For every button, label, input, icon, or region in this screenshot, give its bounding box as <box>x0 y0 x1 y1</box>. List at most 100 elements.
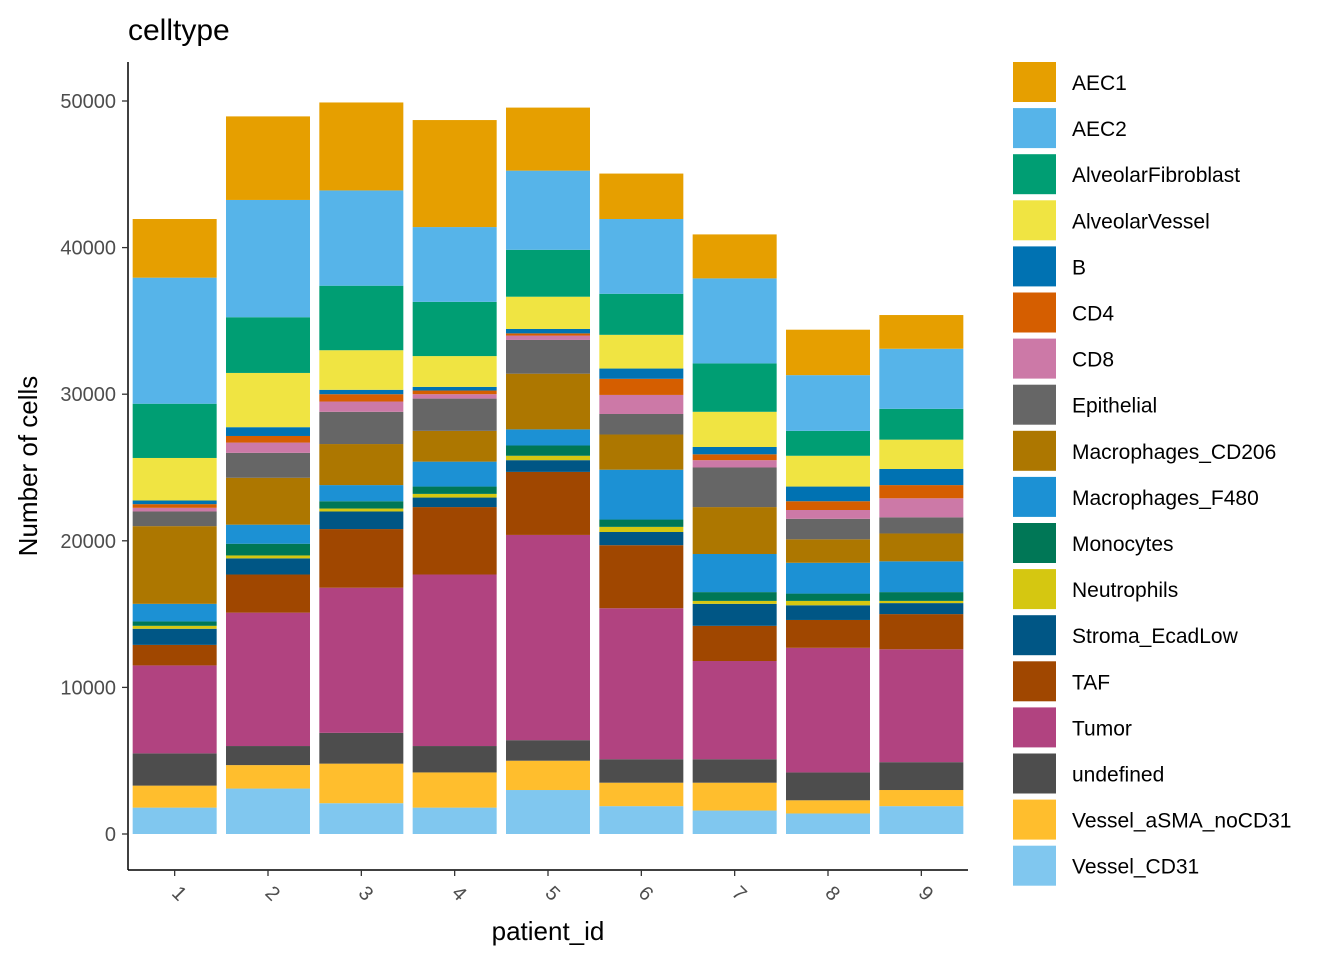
bar-segment-cd4-3 <box>319 394 404 402</box>
bar-segment-macrophages-cd206-1 <box>132 526 217 604</box>
bar-segment-tumor-8 <box>786 647 870 773</box>
bar-segment-vessel-asma-nocd31-4 <box>412 772 497 808</box>
legend-label: Tumor <box>1072 717 1132 740</box>
bar-segment-taf-4 <box>412 507 497 575</box>
bar-segment-macrophages-f480-9 <box>879 561 964 593</box>
x-tick-label: 8 <box>821 882 844 905</box>
legend-key-vessel-cd31 <box>1013 845 1056 886</box>
bar-segment-stroma-ecadlow-9 <box>879 603 964 615</box>
bar-segment-stroma-ecadlow-5 <box>506 460 590 472</box>
bar-segment-undefined-7 <box>692 759 777 783</box>
bar-segment-alveolarvessel-1 <box>132 457 217 501</box>
bar-segment-vessel-asma-nocd31-9 <box>879 790 964 807</box>
bar-segment-cd8-3 <box>319 401 404 412</box>
bar-segment-cd4-9 <box>879 485 964 499</box>
legend-key-cd8 <box>1013 338 1056 379</box>
y-tick-label: 20000 <box>60 531 116 553</box>
bar-segment-tumor-7 <box>692 661 777 760</box>
bar-segment-tumor-6 <box>599 608 684 760</box>
bar-segment-macrophages-cd206-9 <box>879 533 964 562</box>
bar-segment-tumor-4 <box>412 574 497 747</box>
legend-label: Epithelial <box>1072 395 1157 418</box>
bar-segment-cd4-6 <box>599 378 684 395</box>
x-tick-label: 5 <box>541 882 564 905</box>
bar-segment-aec2-7 <box>692 278 777 364</box>
bar-segment-stroma-ecadlow-3 <box>319 511 404 530</box>
bar-segment-b-2 <box>226 427 310 436</box>
bar-segment-undefined-3 <box>319 732 404 764</box>
bar-segment-b-3 <box>319 389 404 395</box>
bar-segment-stroma-ecadlow-1 <box>132 628 217 645</box>
bar-segment-macrophages-cd206-6 <box>599 434 684 470</box>
bar-segment-aec1-7 <box>692 234 777 279</box>
legend-label: Neutrophils <box>1072 579 1178 602</box>
bar-segment-epithelial-6 <box>599 413 684 435</box>
bar-segment-epithelial-1 <box>132 511 217 527</box>
bar-segment-alveolarvessel-7 <box>692 411 777 447</box>
legend-label: AlveolarVessel <box>1072 210 1210 233</box>
bar-segment-monocytes-6 <box>599 519 684 527</box>
bar-segment-aec1-1 <box>132 219 217 278</box>
x-tick-label: 9 <box>914 882 937 905</box>
bar-segment-taf-8 <box>786 619 870 648</box>
bar-segment-macrophages-f480-8 <box>786 562 870 594</box>
bar-segment-alveolarfibroblast-6 <box>599 293 684 335</box>
x-tick-label: 7 <box>727 882 750 905</box>
legend-label: AlveolarFibroblast <box>1072 164 1240 187</box>
bar-segment-taf-2 <box>226 574 310 613</box>
bar-segment-aec1-3 <box>319 102 404 191</box>
bar-segment-alveolarvessel-9 <box>879 439 964 469</box>
legend-key-taf <box>1013 661 1056 702</box>
bar-segment-epithelial-8 <box>786 518 870 540</box>
bar-segment-b-5 <box>506 328 590 334</box>
legend-label: Macrophages_CD206 <box>1072 441 1276 464</box>
bar-segment-alveolarvessel-3 <box>319 350 404 390</box>
legend-key-alveolarfibroblast <box>1013 154 1056 195</box>
bar-segment-cd4-2 <box>226 435 310 443</box>
bar-segment-b-9 <box>879 468 964 486</box>
bar-segment-stroma-ecadlow-4 <box>412 497 497 508</box>
bar-segment-macrophages-cd206-4 <box>412 430 497 462</box>
bar-segment-undefined-9 <box>879 762 964 791</box>
bar-segment-b-8 <box>786 486 870 502</box>
bar-segment-cd4-4 <box>412 390 497 395</box>
bar-segment-taf-6 <box>599 545 684 609</box>
bar-segment-taf-7 <box>692 625 777 662</box>
x-tick-label: 4 <box>447 882 470 905</box>
bar-segment-aec2-5 <box>506 170 590 250</box>
bar-segment-b-4 <box>412 386 497 391</box>
bar-segment-stroma-ecadlow-8 <box>786 605 870 620</box>
bar-segment-epithelial-2 <box>226 452 310 478</box>
bar-segment-monocytes-5 <box>506 445 590 456</box>
bar-segment-neutrophils-5 <box>506 455 590 461</box>
bar-segment-vessel-asma-nocd31-1 <box>132 785 217 808</box>
bar-segment-undefined-6 <box>599 759 684 783</box>
bar-segment-macrophages-cd206-5 <box>506 373 590 430</box>
bar-segment-macrophages-f480-4 <box>412 461 497 487</box>
bar-segment-b-6 <box>599 368 684 379</box>
bar-segment-cd8-1 <box>132 507 217 512</box>
bar-segment-cd4-5 <box>506 333 590 336</box>
bar-segment-stroma-ecadlow-6 <box>599 532 684 546</box>
bar-segment-monocytes-4 <box>412 486 497 494</box>
bar-segment-epithelial-4 <box>412 398 497 431</box>
bar-segment-macrophages-cd206-2 <box>226 477 310 525</box>
bar-segment-epithelial-9 <box>879 517 964 534</box>
x-tick-label: 6 <box>634 882 657 905</box>
bar-segment-neutrophils-1 <box>132 625 217 629</box>
bar-segment-cd8-8 <box>786 510 870 519</box>
y-tick-label: 10000 <box>60 677 116 699</box>
legend-key-macrophages-cd206 <box>1013 430 1056 471</box>
bar-segment-cd8-9 <box>879 498 964 518</box>
bar-segment-aec1-9 <box>879 315 964 349</box>
bar-segment-alveolarfibroblast-4 <box>412 301 497 357</box>
bar-segment-neutrophils-7 <box>692 600 777 604</box>
legend-label: AEC1 <box>1072 72 1127 95</box>
bar-segment-monocytes-2 <box>226 543 310 556</box>
bar-segment-aec2-4 <box>412 227 497 302</box>
legend-key-stroma-ecadlow <box>1013 615 1056 656</box>
legend-key-aec1 <box>1013 62 1056 102</box>
bar-segment-cd8-5 <box>506 335 590 340</box>
x-tick-label: 3 <box>354 882 377 905</box>
